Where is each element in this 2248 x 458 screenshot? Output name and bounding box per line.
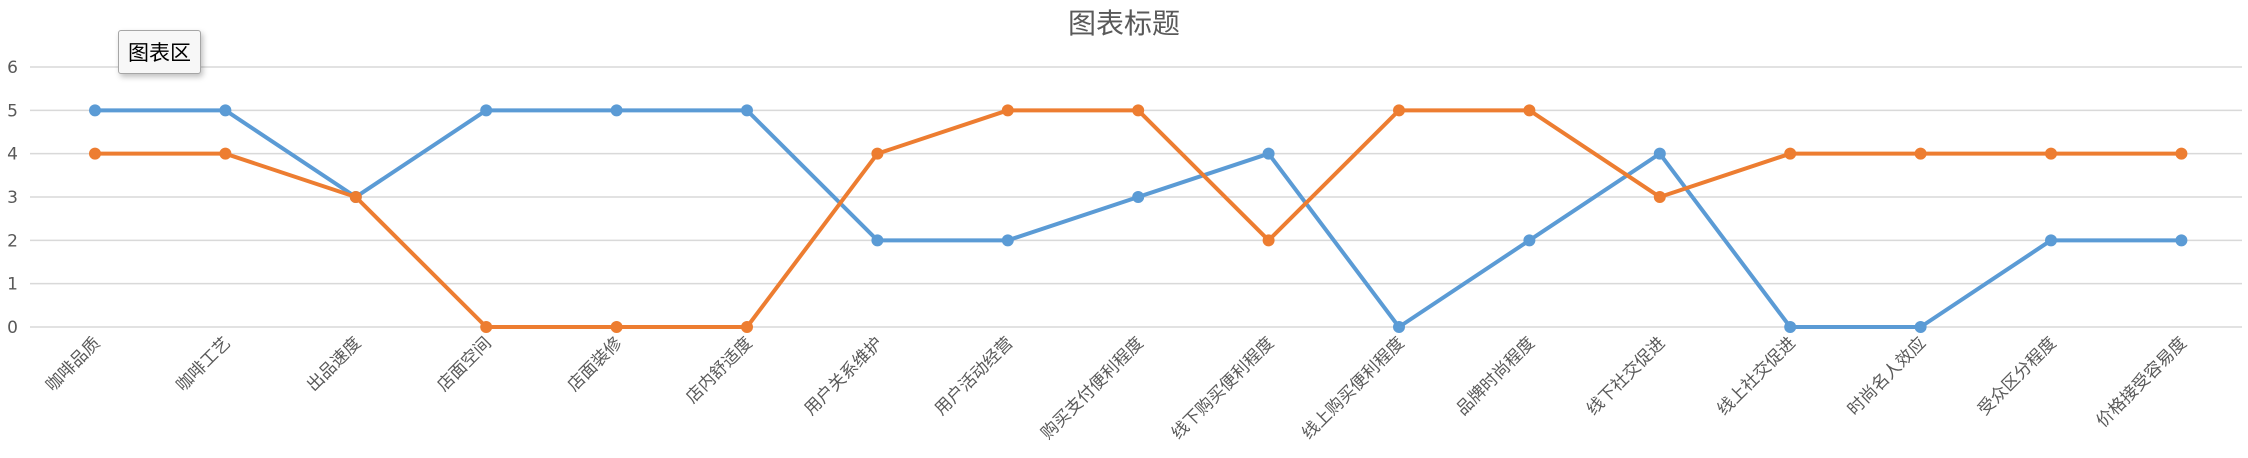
- series-1-point: [610, 104, 623, 117]
- series-2-point: [610, 321, 623, 333]
- series-1-point: [741, 104, 753, 117]
- series-1-point: [2045, 234, 2057, 247]
- series-1-point: [2175, 234, 2188, 247]
- series-1-point: [1523, 234, 1536, 247]
- series-1-point: [871, 234, 884, 247]
- series-2-point: [1132, 104, 1145, 117]
- series-1-point: [219, 104, 232, 117]
- series-2-point: [1653, 191, 1666, 203]
- x-tick-label: 用户活动经营: [931, 333, 1017, 419]
- y-tick-label: 5: [7, 101, 18, 121]
- x-tick-label: 线下购买便利程度: [1168, 333, 1278, 443]
- series-1-point: [1653, 147, 1666, 160]
- y-tick-label: 0: [7, 318, 18, 338]
- x-tick-label: 店面空间: [434, 333, 496, 395]
- chart-title: 图表标题: [1067, 7, 1180, 40]
- y-tick-label: 4: [7, 145, 18, 165]
- x-tick-label: 咖啡工艺: [173, 333, 235, 395]
- series-1-point: [1132, 191, 1145, 203]
- x-tick-label: 线上社交促进: [1713, 333, 1799, 419]
- series-1-point: [1001, 234, 1014, 247]
- series-2-line: [93, 108, 2184, 329]
- series-2-point: [89, 147, 101, 160]
- series-2-point: [1784, 147, 1797, 160]
- series-2-point: [2045, 147, 2057, 160]
- series-1-point: [1914, 321, 1927, 333]
- y-tick-label: 2: [7, 231, 18, 251]
- x-tick-label: 线下社交促进: [1583, 333, 1669, 419]
- series-2-point: [1393, 104, 1405, 117]
- series-1-line: [93, 108, 2184, 329]
- series-2-point: [1914, 147, 1927, 160]
- x-tick-label: 店内舒适度: [682, 333, 756, 407]
- x-tick-label: 店面装修: [564, 333, 626, 395]
- x-tick-label: 时尚名人效应: [1844, 333, 1930, 419]
- x-tick-label: 用户关系维护: [801, 333, 887, 419]
- series-1-point: [1393, 321, 1405, 333]
- series-2-point: [480, 321, 493, 333]
- x-tick-label: 线上购买便利程度: [1298, 333, 1408, 443]
- series-2-point: [1523, 104, 1536, 117]
- series-1-point: [89, 104, 101, 117]
- y-tick-label: 1: [7, 275, 18, 295]
- y-tick-label: 6: [7, 58, 18, 78]
- x-tick-label: 受众区分程度: [1974, 333, 2060, 419]
- series-2-point: [349, 191, 362, 203]
- series-1-point: [480, 104, 493, 117]
- x-tick-label: 咖啡品质: [42, 333, 104, 395]
- chart-area-tooltip: 图表区: [118, 30, 201, 74]
- series-1-point: [1784, 321, 1797, 333]
- x-tick-label: 品牌时尚程度: [1453, 333, 1539, 419]
- x-tick-label: 价格接受容易度: [2093, 333, 2191, 431]
- series-2-point: [1262, 234, 1275, 247]
- series-2-point: [1001, 104, 1014, 117]
- x-tick-label: 出品速度: [303, 333, 365, 395]
- series-2-point: [741, 321, 753, 333]
- series-1-point: [1262, 147, 1275, 160]
- x-tick-label: 购买支付便利程度: [1037, 333, 1147, 443]
- series-2-point: [871, 147, 884, 160]
- series-2-point: [2175, 147, 2188, 160]
- series-2-point: [219, 147, 232, 160]
- y-tick-label: 3: [7, 188, 18, 208]
